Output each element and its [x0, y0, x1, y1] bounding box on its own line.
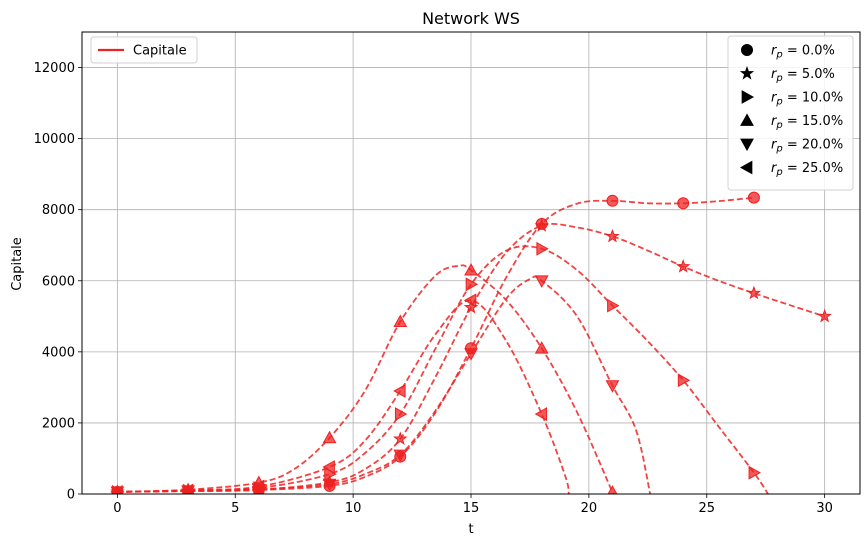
legend-marker-circle [741, 44, 753, 56]
data-point-triangle-up [607, 485, 618, 494]
legend-marker-entry: rp = 25.0% [739, 160, 843, 178]
legend-marker-star [739, 65, 755, 80]
data-point-star [676, 259, 691, 273]
data-point-triangle-right [536, 241, 549, 256]
data-point-triangle-up [322, 430, 337, 444]
data-point-triangle-left [393, 384, 406, 398]
data-point-star [746, 285, 762, 300]
x-tick-label: 25 [698, 501, 715, 516]
data-point-triangle-up [464, 263, 478, 276]
data-point-triangle-right [677, 373, 691, 388]
legend-marker-entry: rp = 20.0% [740, 138, 843, 155]
legend-marker-label: rp = 15.0% [771, 114, 843, 131]
series-line [117, 245, 769, 494]
legend-marker-label: rp = 0.0% [771, 44, 835, 61]
legend-markers: rp = 0.0% rp = 5.0% rp = 10.0% rp = 15.0% rp… [727, 35, 854, 191]
data-point-triangle-down [464, 348, 478, 361]
data-point-triangle-left [181, 483, 194, 494]
x-tick-label: 5 [231, 501, 239, 516]
y-tick-label: 12000 [34, 61, 75, 76]
series-triangle-down [110, 275, 652, 494]
data-point-triangle-left [534, 407, 548, 421]
data-point-star [534, 218, 549, 232]
y-tick-label: 0 [67, 488, 75, 503]
data-point-triangle-right [607, 298, 620, 313]
x-tick-label: 15 [463, 501, 480, 516]
data-point-triangle-down [534, 275, 549, 288]
data-point-circle [606, 194, 619, 207]
legend-marker-entry: rp = 15.0% [740, 113, 843, 131]
legend-marker-label: rp = 10.0% [771, 91, 843, 108]
series-line [117, 264, 615, 494]
legend-marker-entry: rp = 5.0% [739, 65, 835, 84]
legend-marker-label: rp = 20.0% [771, 138, 843, 155]
data-point-triangle-up [534, 341, 549, 354]
y-tick-label: 8000 [42, 203, 75, 218]
data-point-triangle-left [322, 460, 335, 474]
y-axis-label: Capitale [10, 237, 25, 291]
legend-marker-triangle-right [741, 90, 755, 104]
y-tick-label: 4000 [42, 345, 75, 360]
data-point-triangle-left [251, 479, 265, 494]
data-point-triangle-left [463, 293, 477, 308]
legend-marker-entry: rp = 0.0% [741, 44, 835, 61]
data-point-star [393, 431, 408, 446]
legend-marker-label: rp = 5.0% [771, 67, 835, 84]
data-point-triangle-right [465, 277, 479, 292]
data-point-circle [677, 197, 690, 210]
x-axis: 0 5 10 15 20 25 30 [113, 494, 833, 516]
y-axis: 0 2000 4000 6000 8000 10000 12000 [34, 61, 82, 503]
y-tick-label: 6000 [42, 274, 75, 289]
data-point-star [605, 228, 620, 243]
legend-marker-triangle-left [739, 160, 753, 175]
data-point-star [817, 308, 832, 323]
legend-marker-triangle-up [740, 113, 754, 126]
legend-lines-box [90, 36, 198, 64]
data-point-triangle-down [393, 449, 408, 462]
x-tick-label: 30 [816, 501, 833, 516]
data-point-triangle-left [110, 484, 123, 494]
series-circle [111, 191, 760, 494]
x-axis-label: t [468, 522, 473, 537]
series-line [117, 196, 754, 493]
data-point-circle [747, 191, 760, 204]
series-line [117, 275, 652, 494]
plot-area [110, 191, 832, 494]
x-tick-label: 10 [345, 501, 362, 516]
chart-title: Network WS [422, 9, 520, 28]
series-triangle-up [112, 263, 618, 494]
series-line [117, 299, 570, 494]
legend-marker-entry: rp = 10.0% [741, 90, 843, 108]
y-tick-label: 2000 [42, 416, 75, 431]
legend-line-label: Capitale [133, 44, 187, 59]
y-tick-label: 10000 [34, 132, 75, 147]
x-tick-label: 20 [581, 501, 598, 516]
legend-lines: Capitale [90, 36, 198, 64]
legend-markers-box [727, 35, 854, 191]
series-triangle-left [110, 293, 570, 494]
series-line [117, 223, 825, 493]
x-tick-label: 0 [113, 501, 121, 516]
data-point-triangle-up [393, 314, 408, 327]
data-point-triangle-down [605, 380, 620, 393]
legend-marker-label: rp = 25.0% [771, 161, 843, 178]
data-point-triangle-right [394, 407, 408, 421]
data-point-triangle-down [322, 478, 337, 492]
legend-marker-triangle-down [740, 138, 754, 152]
data-point-triangle-right [748, 465, 761, 480]
